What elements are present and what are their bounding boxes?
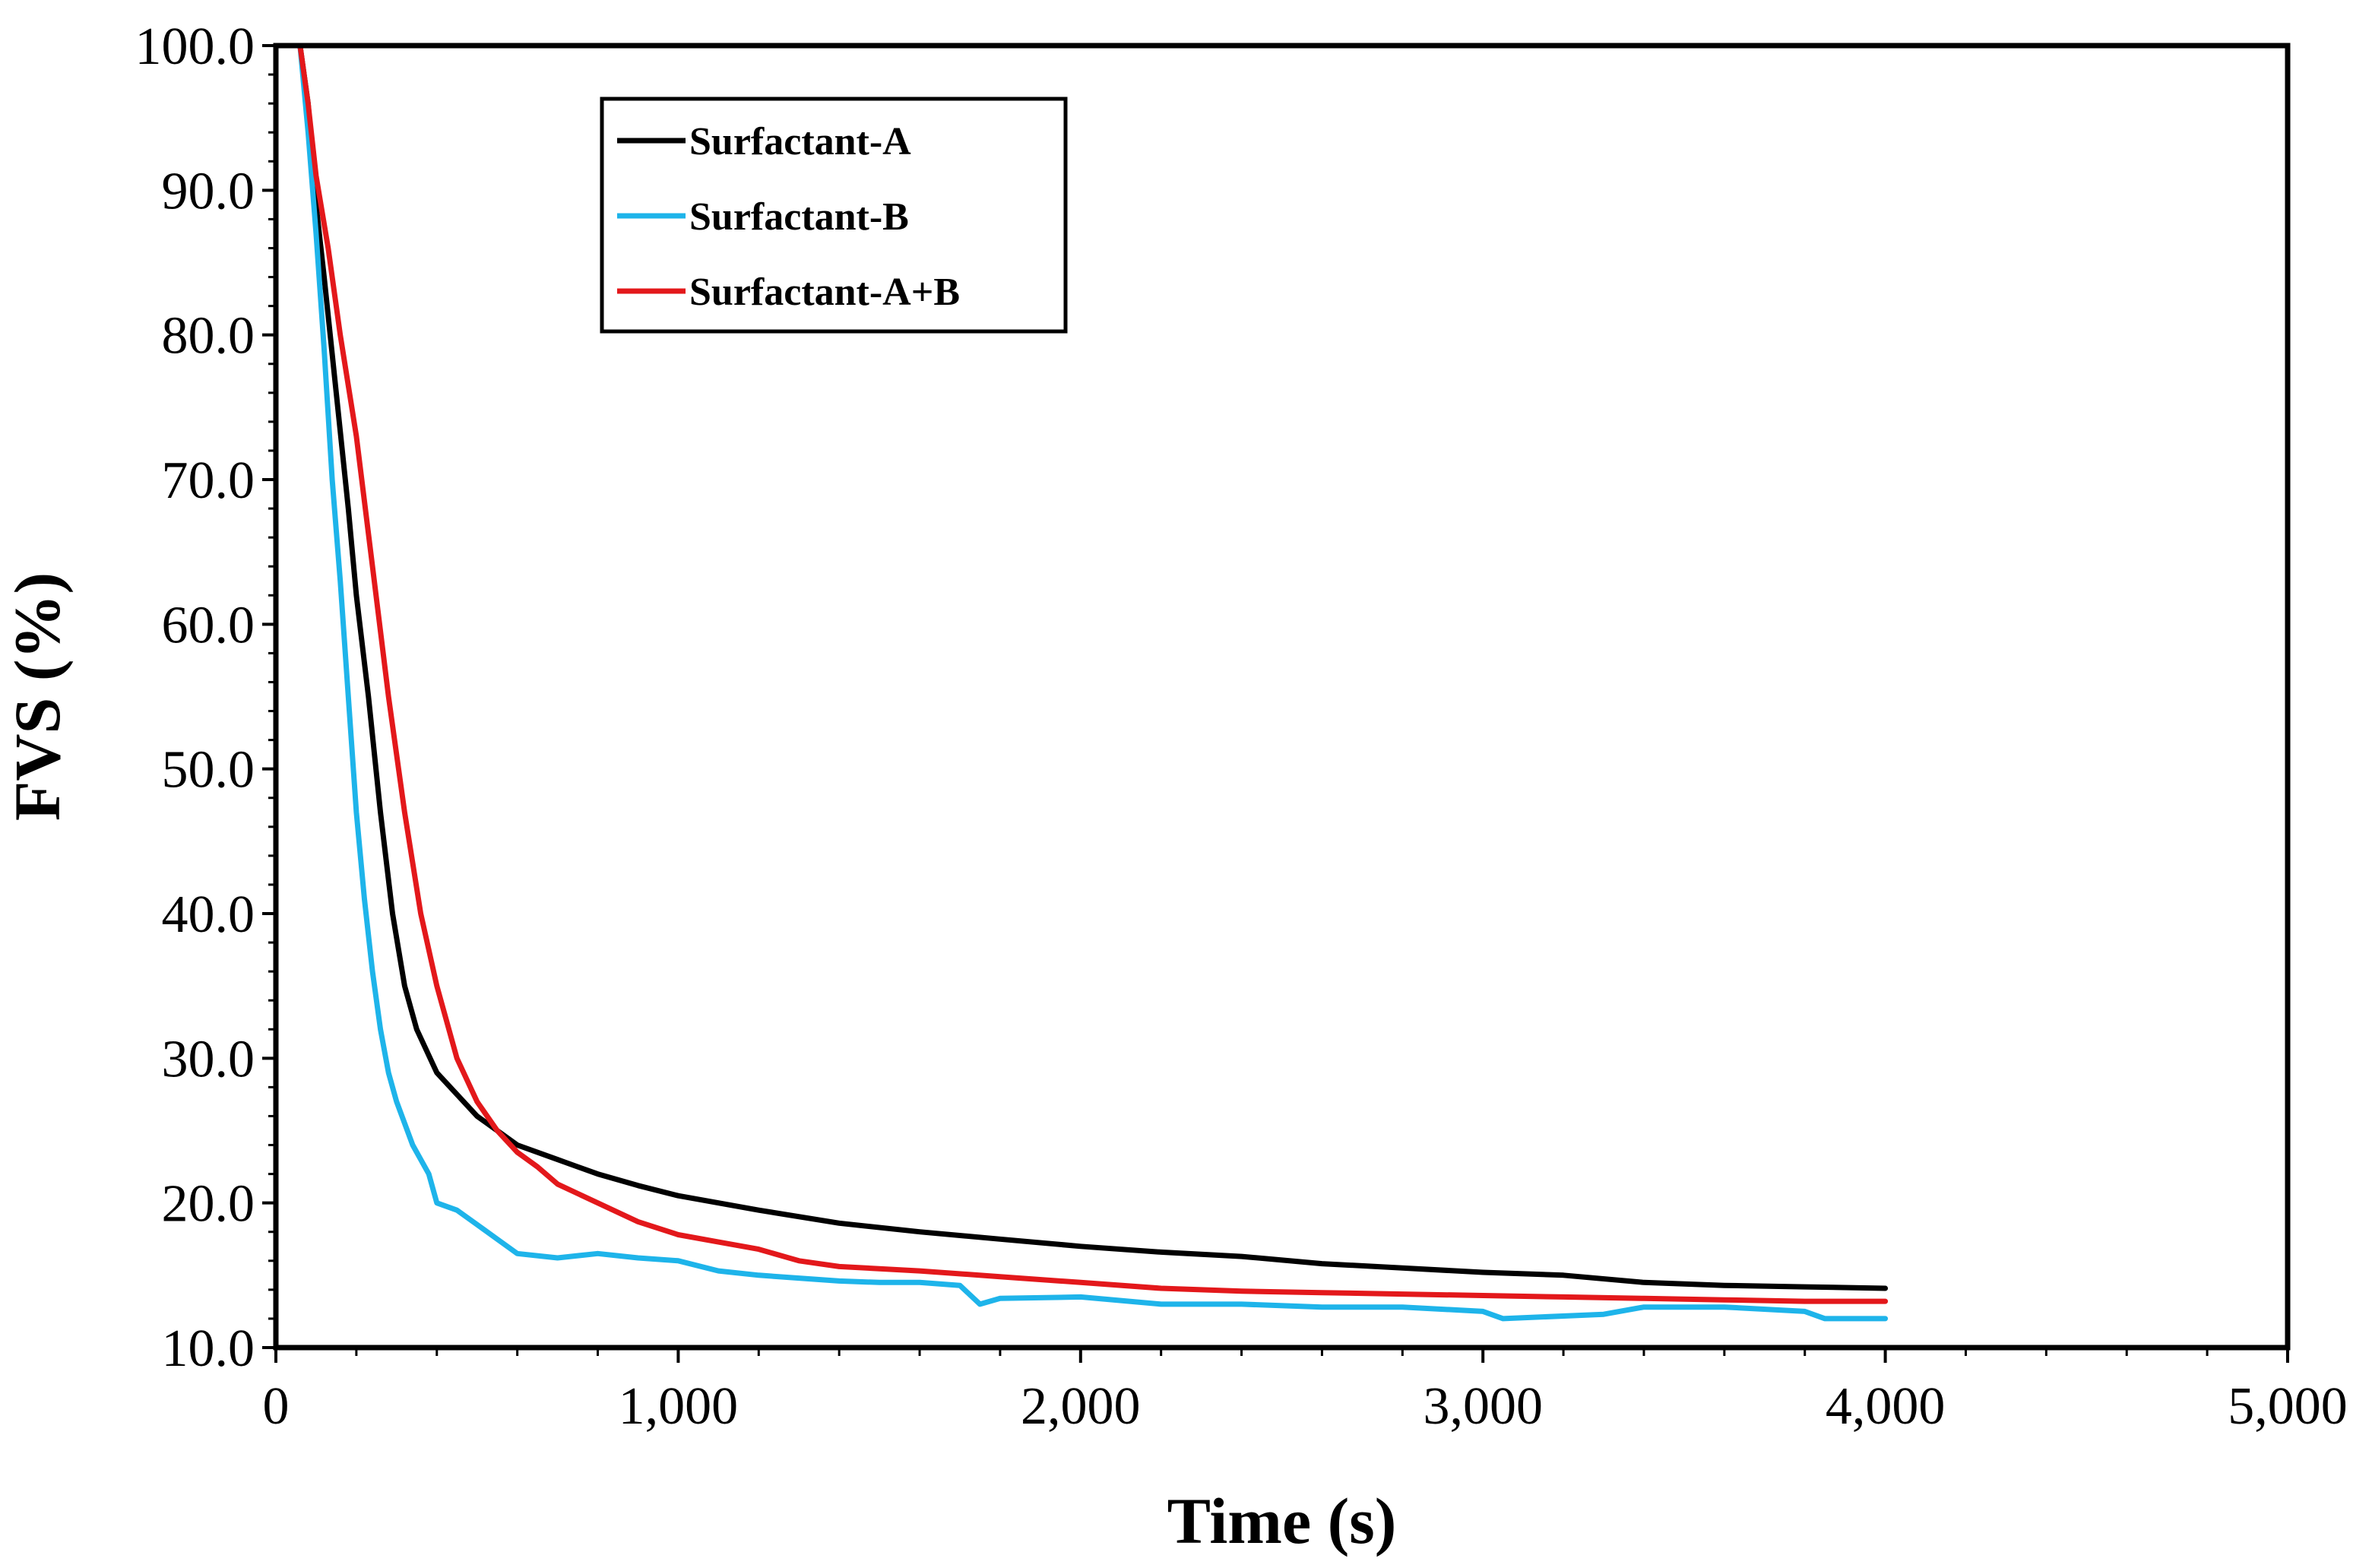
y-axis-tick-labels: 10.0 20.0 30.0 40.0 50.0 60.0 70.0 80.0 90.0 100.… bbox=[135, 17, 255, 1378]
x-tick-label: 1,000 bbox=[619, 1377, 739, 1436]
y-tick-label: 70.0 bbox=[162, 451, 255, 510]
y-tick-label: 100.0 bbox=[135, 17, 255, 76]
y-tick-label: 20.0 bbox=[162, 1175, 255, 1234]
legend-label-surfactant-a: Surfactant-A bbox=[689, 120, 911, 163]
y-tick-label: 10.0 bbox=[162, 1319, 255, 1378]
x-axis-tick-labels: 0 1,000 2,000 3,000 4,000 5,000 bbox=[263, 1377, 2348, 1436]
x-axis-title: Time (s) bbox=[1167, 1484, 1397, 1557]
series-line-surfactant-b bbox=[297, 43, 1889, 1322]
x-tick-label: 0 bbox=[263, 1377, 290, 1436]
x-tick-label: 3,000 bbox=[1423, 1377, 1543, 1436]
legend-label-surfactant-a-b: Surfactant-A+B bbox=[689, 271, 960, 314]
legend-label-surfactant-b: Surfactant-B bbox=[689, 195, 909, 239]
y-tick-label: 50.0 bbox=[162, 741, 255, 800]
series-layer bbox=[297, 43, 1889, 1322]
x-tick-label: 5,000 bbox=[2228, 1377, 2348, 1436]
y-tick-label: 40.0 bbox=[162, 885, 255, 944]
series-line-surfactant-a-b bbox=[297, 43, 1889, 1304]
series-line-surfactant-a bbox=[297, 43, 1889, 1291]
y-axis-title: FVS (%) bbox=[1, 572, 74, 821]
x-tick-label: 2,000 bbox=[1021, 1377, 1141, 1436]
y-tick-label: 90.0 bbox=[162, 162, 255, 220]
y-tick-label: 30.0 bbox=[162, 1030, 255, 1088]
x-tick-label: 4,000 bbox=[1826, 1377, 1946, 1436]
plot-area-frame bbox=[273, 43, 2291, 1351]
legend: Surfactant-A Surfactant-B Surfactant-A+B bbox=[600, 97, 1068, 334]
y-tick-label: 80.0 bbox=[162, 307, 255, 366]
y-tick-label: 60.0 bbox=[162, 596, 255, 654]
